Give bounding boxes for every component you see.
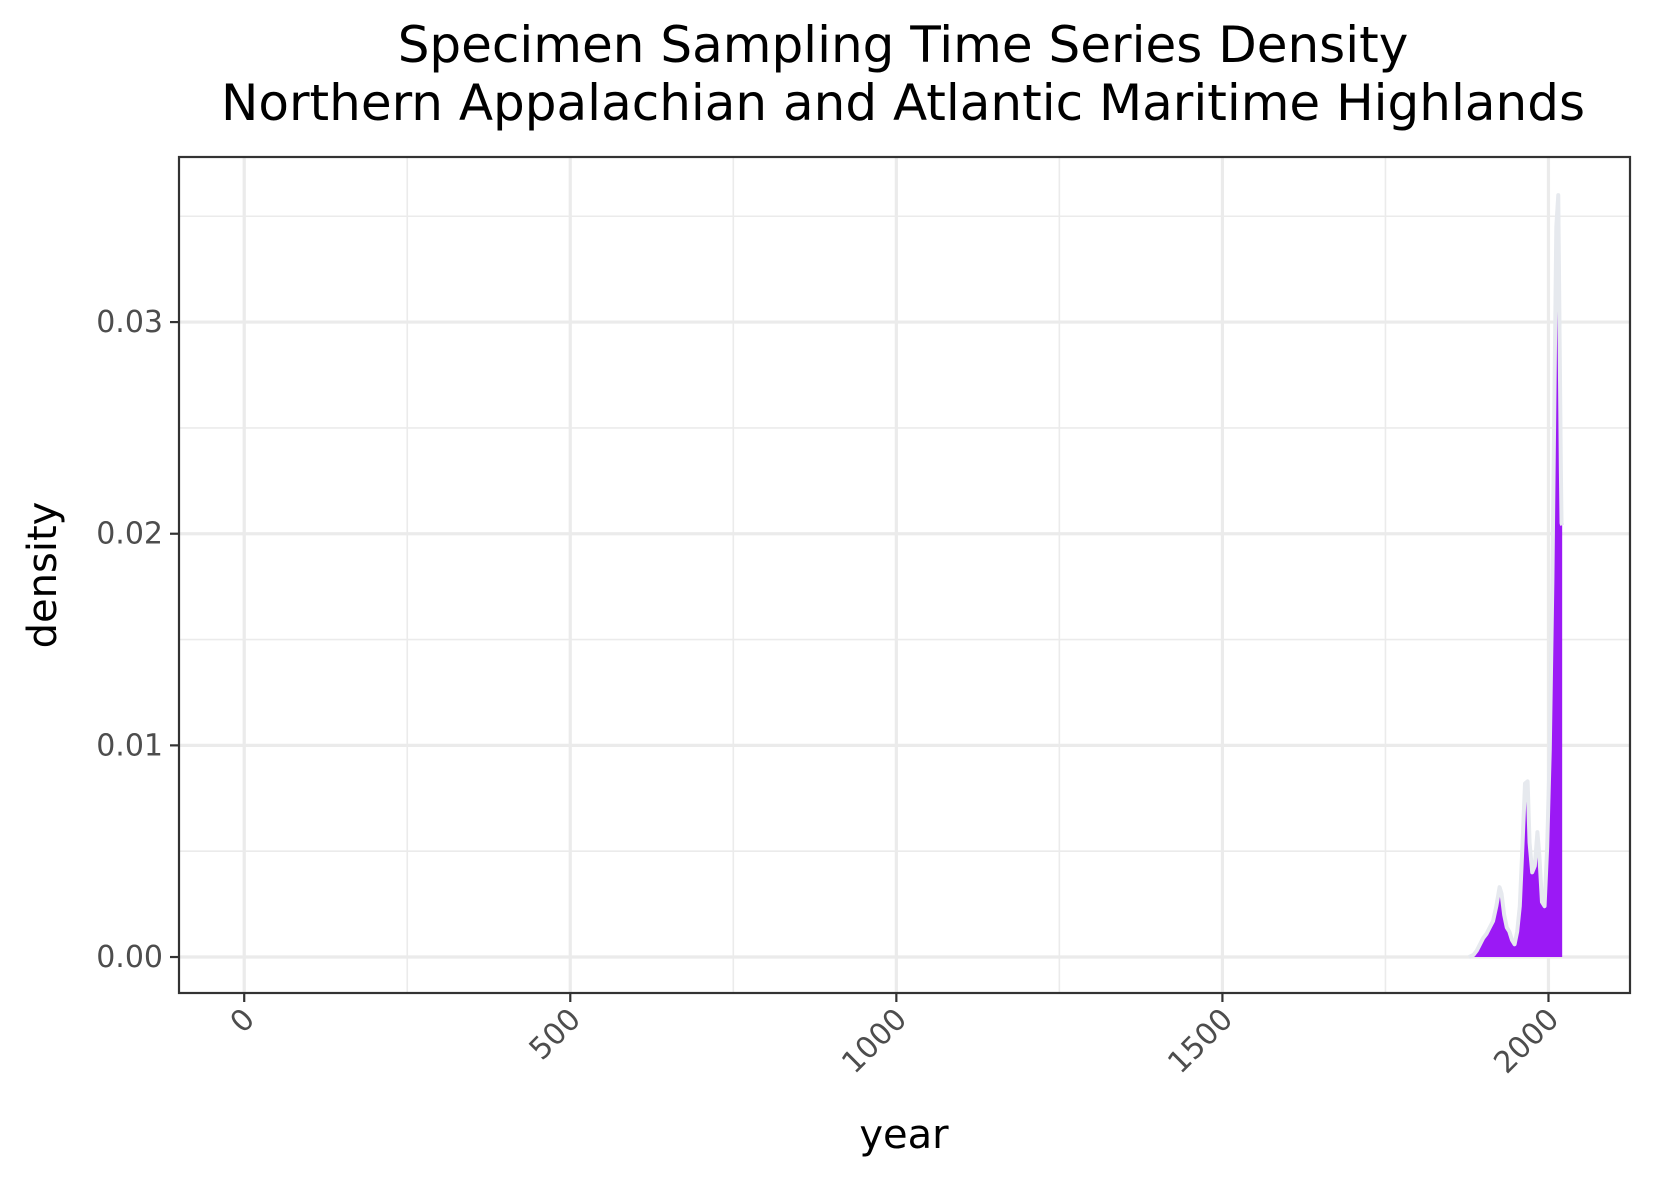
chart-subtitle: Northern Appalachian and Atlantic Mariti…	[221, 74, 1585, 132]
y-tick-label: 0.02	[96, 517, 163, 552]
chart-title: Specimen Sampling Time Series Density	[398, 16, 1409, 74]
y-tick-label: 0.00	[96, 940, 163, 975]
x-tick-label: 500	[523, 1002, 588, 1067]
y-tick-label: 0.01	[96, 728, 163, 763]
x-axis-title: year	[859, 1112, 949, 1158]
x-tick-label: 1500	[1161, 1002, 1240, 1081]
panel-border	[177, 155, 1632, 995]
y-tick-label: 0.03	[96, 305, 163, 340]
x-tick-label: 2000	[1487, 1002, 1566, 1081]
axes: 0 500 1000 1500 2000 0.00 0.01 0.02 0.03	[96, 305, 1566, 1081]
grid-lines	[179, 157, 1630, 993]
x-tick-label: 1000	[835, 1002, 914, 1081]
density-outline	[1468, 193, 1565, 959]
y-axis-title: density	[20, 502, 66, 649]
density-area	[1468, 195, 1563, 958]
data-layer	[1468, 193, 1565, 959]
x-tick-label: 0	[224, 1002, 262, 1040]
